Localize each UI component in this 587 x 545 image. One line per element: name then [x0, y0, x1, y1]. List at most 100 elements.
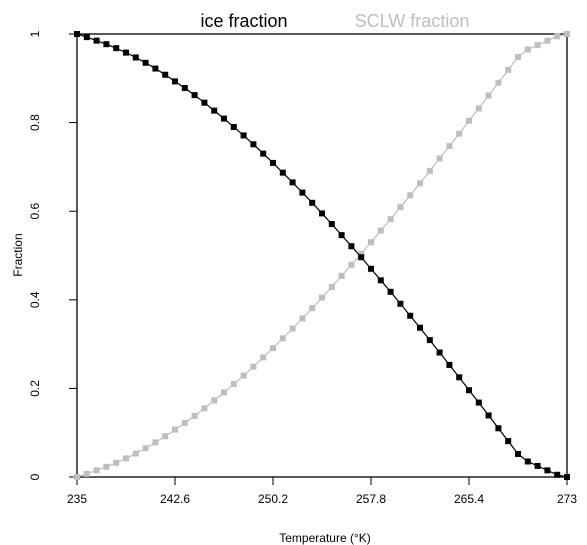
- data-point: [544, 37, 551, 44]
- data-point: [358, 250, 365, 257]
- data-point: [368, 265, 374, 272]
- data-point: [240, 372, 247, 379]
- data-point: [172, 78, 178, 85]
- data-point: [446, 361, 453, 368]
- data-point: [299, 189, 306, 196]
- data-point: [348, 243, 355, 250]
- data-point: [191, 412, 198, 419]
- data-point: [456, 374, 463, 381]
- y-tick-label: 0.4: [28, 291, 42, 308]
- data-point: [328, 221, 335, 228]
- data-point: [162, 433, 169, 440]
- y-axis: 0 0.2 0.4 0.6 0.8 1: [28, 30, 77, 480]
- data-point: [495, 425, 502, 432]
- data-point: [417, 180, 423, 187]
- data-point: [505, 438, 512, 445]
- legend: ice fraction SCLW fraction: [200, 11, 469, 31]
- plot-frame: [76, 33, 568, 478]
- data-point: [152, 65, 159, 72]
- data-point: [74, 31, 80, 37]
- series-layer: [74, 31, 570, 480]
- x-tick-label: 242.6: [160, 492, 190, 506]
- data-point: [83, 34, 90, 41]
- data-point: [162, 71, 169, 78]
- data-point: [544, 467, 551, 474]
- data-point: [279, 335, 286, 342]
- data-point: [436, 349, 443, 356]
- y-tick-label: 0: [28, 473, 42, 480]
- data-point: [407, 312, 414, 319]
- series-1: [74, 31, 570, 480]
- data-point: [191, 92, 198, 99]
- data-point: [466, 117, 472, 124]
- x-tick-label: 265.4: [454, 492, 484, 506]
- data-point: [123, 49, 129, 56]
- series-0: [74, 31, 570, 480]
- data-point: [446, 143, 453, 150]
- data-point: [338, 232, 345, 239]
- data-point: [250, 141, 257, 148]
- data-point: [515, 450, 521, 457]
- data-point: [436, 155, 443, 162]
- data-point: [534, 462, 541, 469]
- data-point: [417, 324, 423, 331]
- data-point: [93, 37, 100, 44]
- data-point: [319, 210, 325, 217]
- data-point: [564, 31, 570, 37]
- series-line: [76, 33, 568, 478]
- data-point: [309, 305, 316, 312]
- data-point: [221, 389, 227, 396]
- data-point: [260, 150, 267, 157]
- data-point: [534, 42, 541, 49]
- data-point: [201, 99, 208, 106]
- data-point: [103, 41, 110, 48]
- data-point: [377, 277, 384, 284]
- data-point: [524, 458, 531, 465]
- data-point: [250, 363, 257, 370]
- y-tick-label: 0.6: [28, 203, 42, 220]
- data-point: [181, 85, 188, 92]
- data-point: [377, 227, 384, 234]
- data-point: [230, 380, 237, 387]
- data-point: [123, 455, 129, 462]
- data-point: [113, 459, 120, 466]
- data-point: [152, 439, 159, 446]
- data-point: [397, 204, 404, 211]
- data-point: [142, 59, 149, 66]
- y-axis-label: Fraction: [11, 233, 25, 276]
- y-tick-label: 1: [28, 30, 42, 37]
- data-point: [348, 261, 355, 268]
- data-point: [93, 467, 100, 474]
- data-point: [475, 105, 482, 112]
- data-point: [132, 54, 139, 61]
- series-line: [76, 33, 568, 478]
- data-point: [142, 445, 149, 452]
- data-point: [515, 54, 521, 61]
- data-point: [338, 272, 345, 279]
- data-point: [554, 471, 561, 478]
- data-point: [240, 132, 247, 139]
- data-point: [456, 130, 463, 137]
- x-tick-label: 250.2: [258, 492, 288, 506]
- data-point: [319, 294, 325, 301]
- x-tick-label: 273: [557, 492, 577, 506]
- y-tick-label: 0.8: [28, 114, 42, 131]
- data-point: [289, 179, 296, 186]
- data-point: [221, 115, 227, 122]
- data-point: [407, 192, 414, 199]
- data-point: [387, 216, 394, 223]
- data-point: [181, 419, 188, 426]
- data-point: [279, 169, 286, 176]
- data-point: [475, 399, 482, 406]
- data-point: [260, 354, 267, 361]
- data-point: [368, 239, 374, 246]
- x-tick-label: 235: [67, 492, 87, 506]
- data-point: [270, 159, 276, 166]
- data-point: [299, 315, 306, 322]
- data-point: [172, 426, 178, 433]
- data-point: [426, 337, 433, 344]
- x-axis: 235 242.6 250.2 257.8 265.4 273: [67, 477, 577, 506]
- data-point: [211, 397, 218, 404]
- data-point: [309, 199, 316, 206]
